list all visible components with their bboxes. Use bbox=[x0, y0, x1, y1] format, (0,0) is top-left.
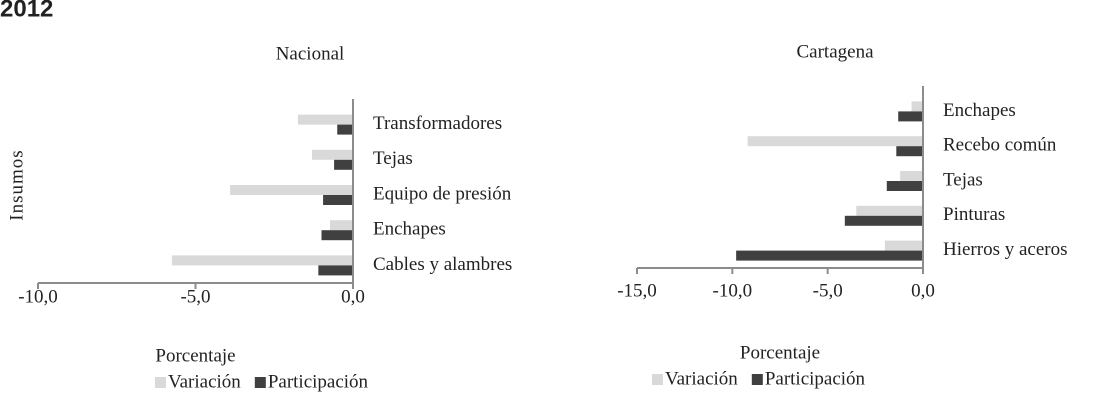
bar bbox=[886, 181, 923, 191]
bar bbox=[230, 185, 353, 195]
x-tick-label: -10,0 bbox=[713, 280, 753, 301]
y-axis-label: Insumos bbox=[6, 149, 27, 220]
chart-title: Cartagena bbox=[796, 41, 874, 62]
legend-swatch bbox=[751, 374, 763, 385]
x-tick-label: -10,0 bbox=[18, 286, 58, 307]
bar bbox=[911, 101, 923, 112]
x-tick-label: -15,0 bbox=[617, 280, 657, 301]
category-label: Pinturas bbox=[943, 204, 1005, 225]
bar bbox=[171, 255, 353, 266]
bar bbox=[900, 171, 923, 181]
category-label: Enchapes bbox=[943, 100, 1016, 121]
bar bbox=[736, 250, 923, 261]
category-label: Enchapes bbox=[373, 219, 446, 240]
bar bbox=[297, 114, 353, 125]
category-label: Tejas bbox=[373, 148, 413, 169]
bar bbox=[896, 146, 923, 157]
category-label: Recebo común bbox=[943, 135, 1057, 156]
legend-swatch bbox=[254, 377, 266, 388]
bar bbox=[334, 159, 353, 170]
bar bbox=[337, 124, 353, 135]
bar bbox=[323, 195, 353, 205]
x-tick-label: -5,0 bbox=[180, 286, 210, 307]
x-tick-label: 0,0 bbox=[911, 280, 935, 301]
legend-label: Variación bbox=[665, 368, 738, 389]
category-label: Equipo de presión bbox=[373, 183, 512, 204]
x-tick-label: -5,0 bbox=[813, 280, 843, 301]
x-tick-label: 0,0 bbox=[341, 286, 365, 307]
bar bbox=[844, 215, 923, 226]
legend-swatch bbox=[155, 377, 166, 388]
legend-label: Participación bbox=[765, 368, 866, 389]
bar bbox=[898, 111, 923, 122]
category-label: Hierros y aceros bbox=[943, 239, 1068, 260]
bar bbox=[856, 205, 923, 216]
category-label: Cables y alambres bbox=[373, 254, 512, 275]
bar bbox=[330, 220, 353, 231]
bar bbox=[884, 240, 923, 251]
bar bbox=[321, 230, 353, 241]
category-label: Tejas bbox=[943, 169, 983, 190]
bar bbox=[312, 149, 353, 160]
chart-title: Nacional bbox=[276, 43, 345, 64]
legend-swatch bbox=[652, 374, 663, 385]
page-title: 2012 bbox=[0, 0, 53, 22]
category-label: Transformadores bbox=[373, 113, 502, 134]
x-axis-label: Porcentaje bbox=[740, 342, 820, 363]
legend-label: Participación bbox=[268, 371, 369, 392]
legend-label: Variación bbox=[168, 371, 241, 392]
x-axis-label: Porcentaje bbox=[155, 345, 235, 366]
bar bbox=[747, 136, 923, 147]
bar bbox=[318, 265, 353, 276]
